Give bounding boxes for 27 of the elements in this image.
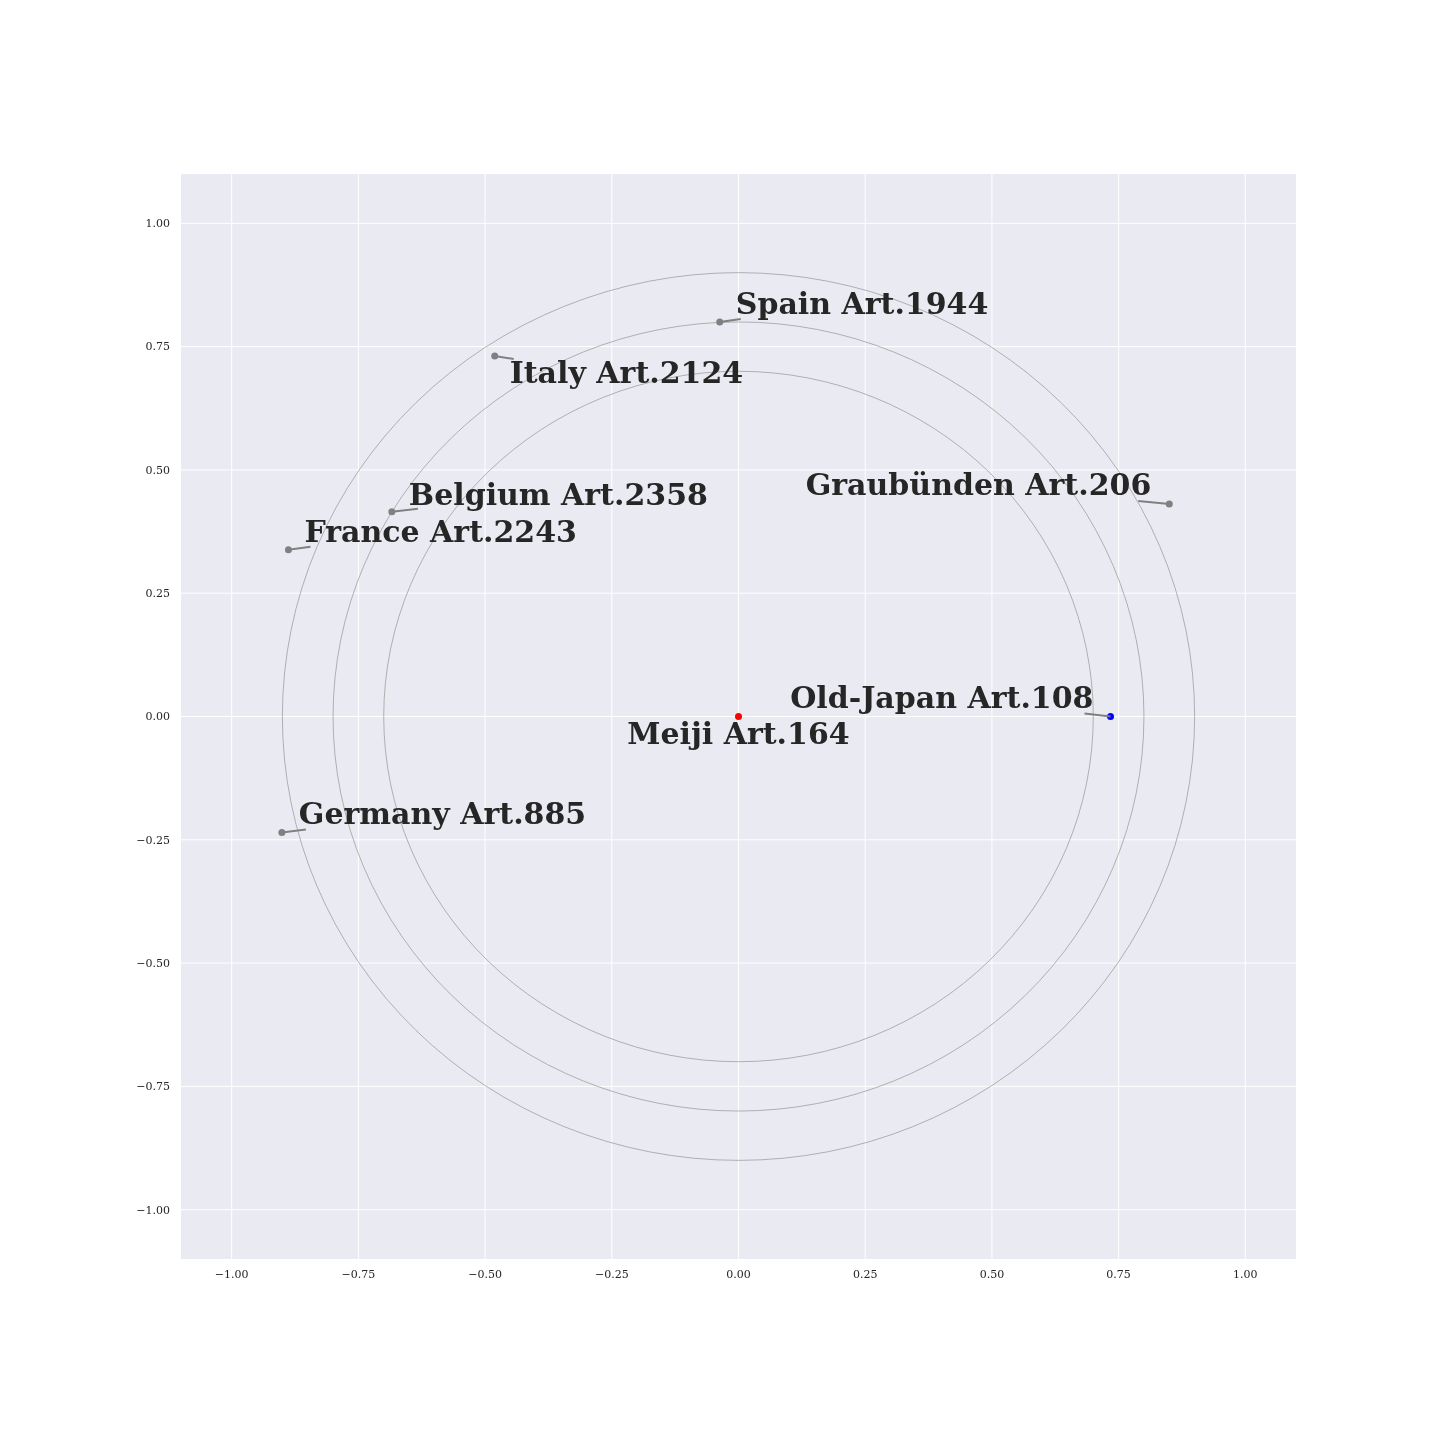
x-tick-label: 0.50 <box>979 1268 1005 1281</box>
y-tick-label: 0.00 <box>145 710 170 724</box>
annotation: Spain Art.1944 <box>735 285 989 321</box>
y-tick-label: 0.50 <box>145 463 170 477</box>
y-tick-label: 0.75 <box>145 340 170 354</box>
y-tick-label: −1.00 <box>136 1203 170 1217</box>
annotation: France Art.2243 <box>304 513 577 549</box>
x-tick-label: 1.00 <box>1233 1268 1258 1281</box>
annotation: Meiji Art.164 <box>627 715 850 751</box>
x-tick-label: 0.25 <box>852 1268 878 1281</box>
annotation: Germany Art.885 <box>298 796 587 832</box>
point <box>278 828 286 836</box>
annotation: Old-Japan Art.108 <box>790 679 1094 715</box>
x-tick-label: −0.25 <box>594 1268 629 1281</box>
y-tick-label: 0.25 <box>145 587 170 601</box>
y-tick-label: −0.25 <box>136 833 170 847</box>
y-tick-label: −0.50 <box>136 956 170 970</box>
y-tick-label: 1.00 <box>145 217 170 231</box>
x-tick-label: −1.00 <box>214 1268 249 1281</box>
annotation: Belgium Art.2358 <box>408 476 708 512</box>
x-tick-label: 0.00 <box>726 1268 751 1281</box>
annotation: Graubünden Art.206 <box>805 466 1152 502</box>
annotation: Italy Art.2124 <box>509 354 744 390</box>
x-tick-label: 0.75 <box>1106 1268 1131 1281</box>
x-tick-label: −0.75 <box>341 1268 376 1281</box>
x-tick-label: −0.50 <box>468 1268 502 1281</box>
y-tick-label: −0.75 <box>136 1080 170 1094</box>
